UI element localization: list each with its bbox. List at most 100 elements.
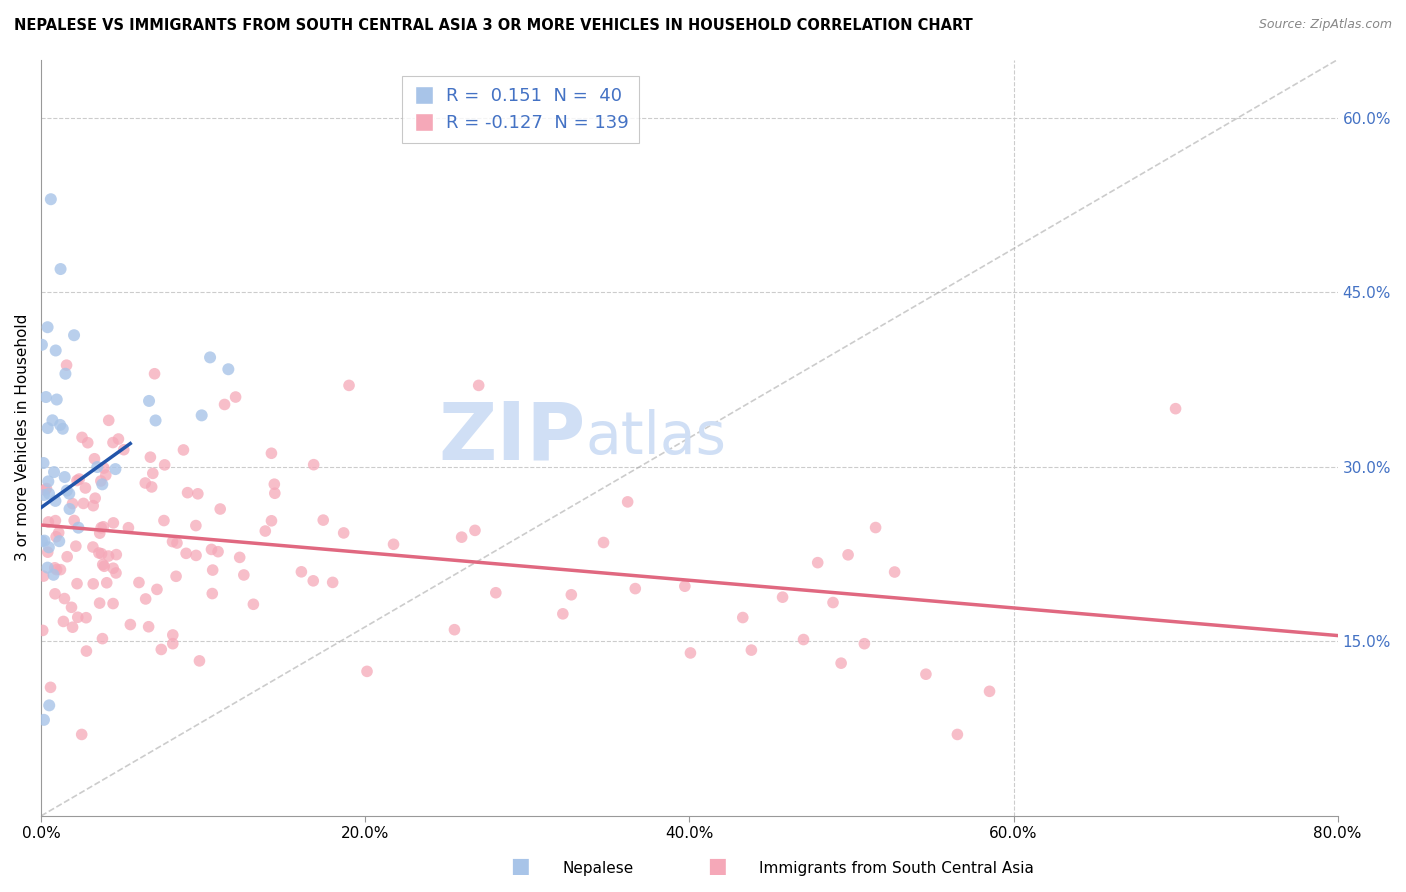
Point [128,575,150,590]
Point [172,442,194,457]
Text: ■: ■ [707,856,727,876]
Point [66,610,89,624]
Point [624,582,647,596]
Point [312,513,335,527]
Point [560,588,582,602]
Point [38,698,60,713]
Point [63,328,86,343]
Point [37,545,59,559]
Point [450,530,472,544]
Point [135,591,157,606]
Point [34,533,56,548]
Point [32,456,55,470]
Point [112,442,135,457]
Point [979,684,1001,698]
Point [49,262,72,277]
Point [165,569,187,583]
Point [32,488,55,502]
Point [38,486,60,500]
Point [94,468,117,483]
Point [467,378,489,392]
Point [55,367,77,381]
Point [53,591,76,606]
Point [1164,401,1187,416]
Point [39,681,62,695]
Point [139,450,162,465]
Point [37,421,59,435]
Point [254,524,277,538]
Point [38,541,60,555]
Point [35,482,58,496]
Point [86,460,108,475]
Text: NEPALESE VS IMMIGRANTS FROM SOUTH CENTRAL ASIA 3 OR MORE VEHICLES IN HOUSEHOLD C: NEPALESE VS IMMIGRANTS FROM SOUTH CENTRA… [14,18,973,33]
Point [337,378,360,392]
Y-axis label: 3 or more Vehicles in Household: 3 or more Vehicles in Household [15,314,30,561]
Point [41,413,63,427]
Point [90,474,112,488]
Point [49,563,72,577]
Point [66,576,89,591]
Point [263,486,285,500]
Point [232,568,254,582]
Point [65,539,87,553]
Point [260,446,283,460]
Point [96,575,118,590]
Point [55,358,77,372]
Point [302,458,325,472]
Point [91,520,114,534]
Point [89,596,111,610]
Point [217,362,239,376]
Point [105,548,128,562]
Point [260,514,283,528]
Point [865,520,887,534]
Point [356,665,378,679]
Point [103,516,125,530]
Point [134,475,156,490]
Point [32,569,55,583]
Point [485,586,508,600]
Point [200,542,222,557]
Point [382,537,405,551]
Point [31,534,53,549]
Text: atlas: atlas [586,409,727,467]
Point [201,586,224,600]
Point [162,637,184,651]
Point [37,515,59,529]
Point [87,546,110,560]
Point [90,521,112,535]
Point [67,521,90,535]
Point [142,467,165,481]
Point [82,499,104,513]
Point [32,713,55,727]
Text: ZIP: ZIP [439,399,586,476]
Point [883,565,905,579]
Point [84,491,107,505]
Point [153,458,176,472]
Point [45,530,67,544]
Point [107,432,129,446]
Point [91,632,114,646]
Point [176,485,198,500]
Point [56,483,79,498]
Point [34,483,56,497]
Point [101,597,124,611]
Point [45,343,67,358]
Point [174,546,197,560]
Point [830,656,852,670]
Point [101,435,124,450]
Point [58,502,80,516]
Point [162,534,184,549]
Point [83,451,105,466]
Point [48,525,70,540]
Point [76,435,98,450]
Point [104,566,127,580]
Point [143,367,166,381]
Point [592,535,614,549]
Point [673,579,696,593]
Point [42,567,65,582]
Point [48,534,70,549]
Point [62,497,84,511]
Point [44,514,66,528]
Point [37,475,59,489]
Point [322,575,344,590]
